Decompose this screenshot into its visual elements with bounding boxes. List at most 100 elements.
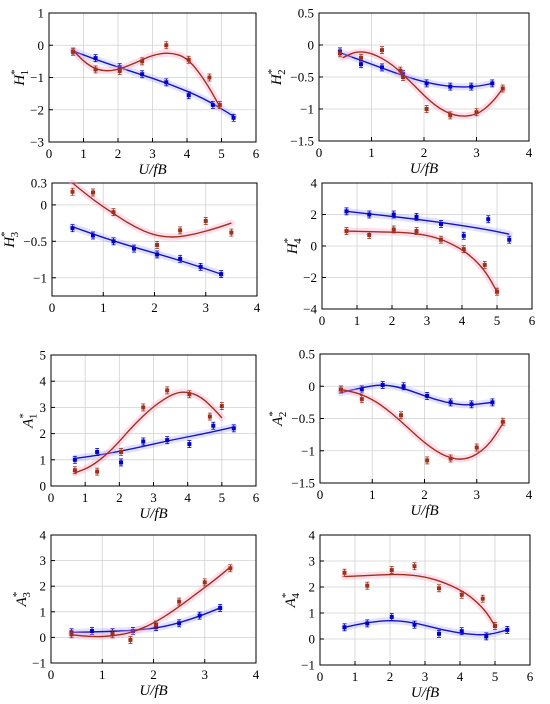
- y-tick-label: −1: [32, 656, 46, 671]
- y-axis-label-sub: 2: [277, 412, 289, 418]
- data-point-red: [111, 210, 116, 215]
- x-tick-label: 1: [82, 490, 89, 505]
- data-point-blue: [197, 613, 202, 618]
- x-tick-label: 2: [151, 300, 158, 315]
- x-tick-label: 3: [202, 667, 209, 682]
- data-point-blue: [507, 237, 512, 242]
- data-point-blue: [165, 438, 170, 443]
- fit-curve-red: [72, 49, 221, 107]
- y-axis-label: A*2: [267, 411, 289, 427]
- data-point-blue: [490, 81, 495, 86]
- data-point-red: [155, 242, 160, 247]
- y-axis-label-sub: 3: [21, 592, 33, 598]
- data-point-red: [480, 596, 485, 601]
- x-axis-label: U/fB: [138, 162, 166, 178]
- data-point-red: [448, 456, 453, 461]
- y-tick-label: 1: [38, 6, 45, 21]
- data-point-red: [165, 388, 170, 393]
- y-tick-label: 2: [40, 579, 47, 594]
- data-point-blue: [70, 226, 75, 231]
- data-point-blue: [90, 629, 94, 633]
- y-tick-label: 0: [40, 630, 47, 645]
- data-point-blue: [424, 81, 429, 86]
- data-point-blue: [486, 217, 491, 222]
- x-tick-label: 1: [369, 487, 376, 502]
- y-axis-label-sup: *: [18, 413, 30, 419]
- y-tick-label: 4: [40, 528, 47, 543]
- x-tick-label: 1: [368, 145, 375, 160]
- x-tick-label: 0: [317, 669, 324, 684]
- data-point-blue: [448, 400, 453, 405]
- x-tick-label: 2: [389, 313, 396, 328]
- x-tick-label: 4: [254, 300, 261, 315]
- y-axis-label-sub: 1: [28, 414, 40, 420]
- data-point-red: [344, 229, 349, 234]
- x-tick-label: 3: [474, 487, 481, 502]
- data-point-red: [412, 564, 417, 569]
- data-point-red: [389, 568, 394, 573]
- data-point-red: [91, 190, 95, 195]
- x-tick-label: 3: [203, 300, 210, 315]
- y-axis-label-base: A: [270, 416, 286, 427]
- y-tick-label: 2: [40, 426, 47, 441]
- data-point-red: [203, 218, 208, 223]
- y-tick-label: 0: [308, 38, 315, 53]
- data-point-blue: [414, 214, 419, 219]
- y-axis-label-sub: 3: [9, 231, 21, 237]
- fit-curve-blue: [72, 50, 234, 117]
- fit-curve-red: [342, 51, 504, 117]
- data-point-red: [70, 189, 75, 194]
- y-axis-label-sup: *: [9, 69, 21, 75]
- x-tick-label: 4: [184, 146, 191, 161]
- x-axis-label: U/fB: [410, 161, 438, 177]
- y-tick-label: −0.5: [291, 411, 315, 426]
- y-tick-label: 0.5: [299, 347, 315, 362]
- data-point-blue: [186, 93, 191, 98]
- data-point-red: [448, 113, 453, 118]
- x-tick-label: 5: [218, 146, 225, 161]
- data-point-blue: [231, 426, 236, 431]
- data-point-red: [459, 592, 464, 597]
- y-axis-label: H*3: [0, 231, 21, 248]
- y-tick-label: −0.5: [290, 70, 314, 85]
- y-axis-label: A*3: [11, 592, 33, 608]
- x-tick-label: 1: [354, 313, 361, 328]
- data-point-red: [391, 227, 396, 232]
- data-point-red: [474, 110, 479, 115]
- y-tick-label: 4: [309, 528, 316, 543]
- y-axis-label-sub: 2: [276, 69, 288, 75]
- chart-panel-a2: 0 1 2 3 4−1.5−1−0.500.5U/fBA*2: [267, 347, 533, 520]
- data-point-red: [359, 397, 364, 402]
- data-point-blue: [132, 246, 136, 251]
- y-tick-label: 0: [40, 479, 47, 494]
- data-point-red: [461, 247, 466, 252]
- y-tick-label: 4: [40, 374, 47, 389]
- x-tick-label: 0: [48, 667, 55, 682]
- y-axis-label-base: H: [269, 73, 285, 86]
- fit-curve-red: [71, 566, 231, 638]
- data-point-red: [500, 86, 505, 91]
- y-tick-label: 1: [309, 606, 316, 621]
- fit-curve-red: [72, 182, 232, 238]
- y-tick-label: −0.5: [23, 234, 47, 249]
- data-point-blue: [469, 402, 474, 407]
- y-axis-label-base: H: [12, 74, 28, 87]
- y-axis-label-sup: *: [11, 592, 23, 598]
- data-point-red: [217, 102, 222, 107]
- x-axis-label: U/fB: [411, 685, 439, 701]
- data-point-red: [398, 68, 403, 73]
- data-point-blue: [219, 272, 224, 277]
- data-point-red: [119, 449, 124, 454]
- x-tick-label: 5: [494, 313, 501, 328]
- data-point-blue: [401, 384, 406, 389]
- data-point-blue: [448, 84, 453, 89]
- data-point-blue: [95, 449, 100, 454]
- y-tick-label: 0: [38, 38, 45, 53]
- y-axis-label-base: A: [21, 418, 37, 429]
- data-point-red: [207, 414, 212, 419]
- y-axis-label-sub: 4: [292, 238, 304, 244]
- data-point-blue: [91, 233, 95, 238]
- data-point-blue: [111, 239, 116, 244]
